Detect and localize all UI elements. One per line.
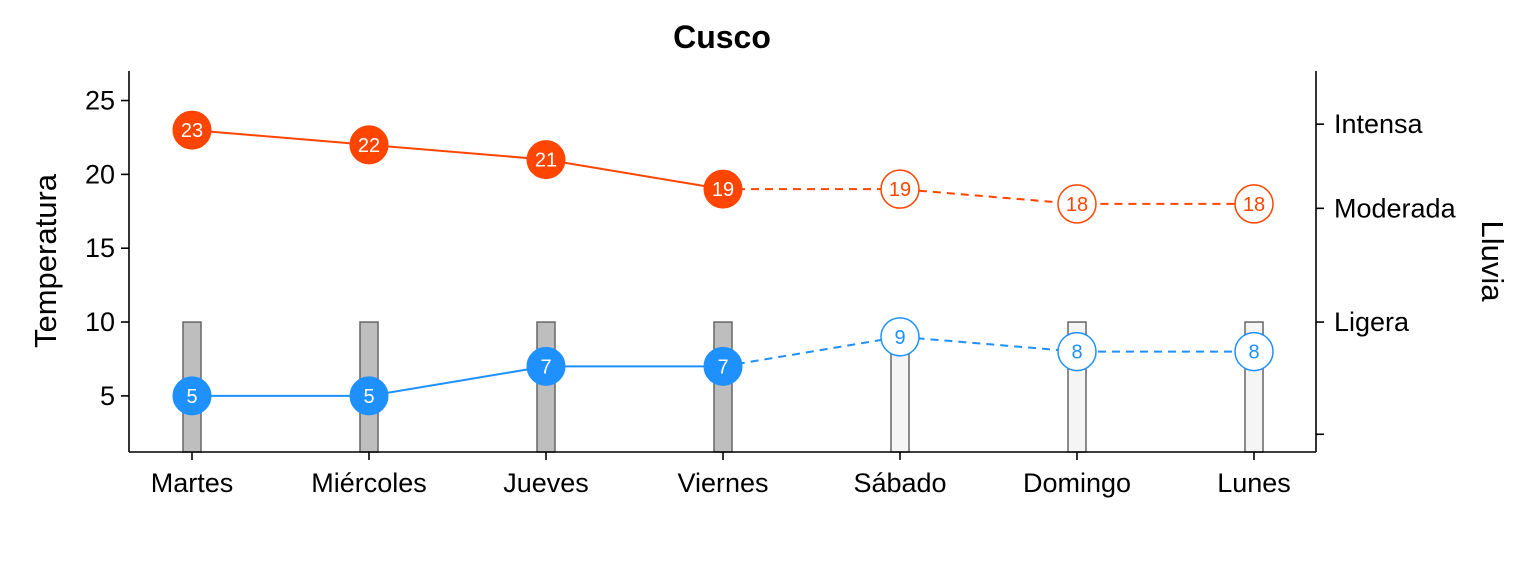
data-label: 7 <box>717 356 728 378</box>
data-point <box>349 125 389 165</box>
data-label: 5 <box>363 386 374 408</box>
y-tick-label: 10 <box>85 307 115 337</box>
data-label: 8 <box>1248 342 1259 364</box>
data-label: 19 <box>712 179 734 201</box>
data-point <box>172 110 212 150</box>
rain-bars <box>182 321 1264 453</box>
data-label: 18 <box>1066 194 1088 216</box>
x-tick-label: Miércoles <box>311 468 427 498</box>
data-point <box>1234 331 1274 372</box>
y-tick-label: 20 <box>85 159 115 189</box>
y2-axis-title: Lluvia <box>1475 221 1510 303</box>
data-point <box>1057 184 1097 224</box>
data-point <box>1057 331 1097 372</box>
series-line-observed <box>192 365 723 397</box>
data-label: 21 <box>535 150 557 172</box>
chart-title: Cusco <box>673 19 771 55</box>
data-point <box>703 346 743 386</box>
y-tick-label: 15 <box>85 233 115 263</box>
y2-ticks: Intensa Moderada Ligera <box>1316 109 1457 436</box>
data-point <box>1234 184 1274 224</box>
rain-bar <box>713 321 733 453</box>
data-label: 22 <box>358 135 380 157</box>
data-label: 23 <box>181 120 203 142</box>
data-label: 19 <box>889 179 911 201</box>
data-point <box>172 376 212 416</box>
series-line-forecast <box>722 335 1254 368</box>
data-point <box>526 346 566 386</box>
data-point <box>349 376 389 416</box>
x-tick-label: Sábado <box>853 468 946 498</box>
y-axis-title: Temperatura <box>28 173 63 348</box>
data-label: 8 <box>1071 342 1082 364</box>
x-tick-label: Jueves <box>503 468 589 498</box>
data-label: 9 <box>894 327 905 349</box>
series-line-forecast <box>723 188 1254 205</box>
x-ticks: Martes Miércoles Jueves Viernes Sábado Doming… <box>151 452 1291 498</box>
y2-tick-label: Ligera <box>1334 307 1410 337</box>
y-tick-label: 25 <box>85 86 115 116</box>
data-point <box>526 140 566 180</box>
data-point <box>880 317 920 357</box>
data-label: 5 <box>186 386 197 408</box>
x-tick-label: Martes <box>151 468 234 498</box>
data-label: 18 <box>1243 194 1265 216</box>
y-ticks: 5 10 15 20 25 <box>85 86 129 411</box>
data-point <box>703 169 743 209</box>
series-line-observed <box>191 129 724 191</box>
x-tick-label: Viernes <box>677 468 768 498</box>
series-group: 23 22 21 19 19 18 18 5 5 7 7 9 8 8 <box>172 110 1274 416</box>
x-tick-label: Domingo <box>1023 468 1131 498</box>
data-point <box>880 169 920 209</box>
y2-tick-label: Moderada <box>1334 193 1457 223</box>
x-tick-label: Lunes <box>1217 468 1291 498</box>
data-label: 7 <box>540 356 551 378</box>
y-tick-label: 5 <box>100 381 115 411</box>
y2-tick-label: Intensa <box>1334 109 1424 139</box>
rain-bar <box>536 321 556 453</box>
